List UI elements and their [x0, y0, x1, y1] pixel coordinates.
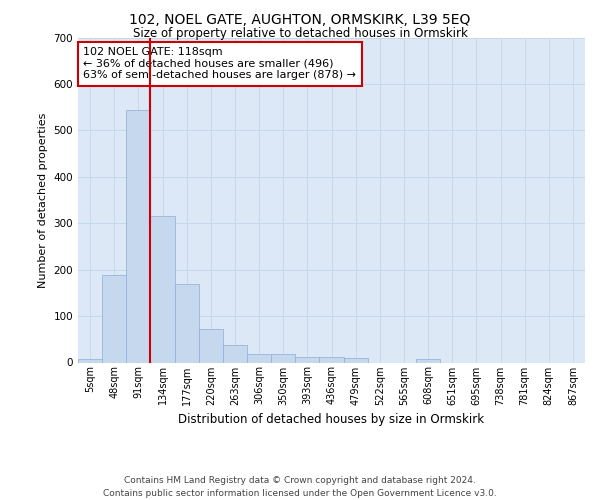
Bar — [344, 358, 368, 362]
Text: 102, NOEL GATE, AUGHTON, ORMSKIRK, L39 5EQ: 102, NOEL GATE, AUGHTON, ORMSKIRK, L39 5… — [130, 12, 470, 26]
Bar — [175, 284, 199, 362]
Bar — [416, 359, 440, 362]
Y-axis label: Number of detached properties: Number of detached properties — [38, 112, 48, 288]
Bar — [295, 357, 319, 362]
Bar — [126, 110, 151, 362]
Bar — [247, 354, 271, 362]
Bar — [199, 329, 223, 362]
Bar — [319, 357, 344, 362]
Text: Contains HM Land Registry data © Crown copyright and database right 2024.
Contai: Contains HM Land Registry data © Crown c… — [103, 476, 497, 498]
Bar — [102, 275, 126, 362]
X-axis label: Distribution of detached houses by size in Ormskirk: Distribution of detached houses by size … — [178, 413, 485, 426]
Bar — [223, 345, 247, 362]
Text: Size of property relative to detached houses in Ormskirk: Size of property relative to detached ho… — [133, 28, 467, 40]
Bar — [271, 354, 295, 362]
Bar — [78, 359, 102, 362]
Text: 102 NOEL GATE: 118sqm
← 36% of detached houses are smaller (496)
63% of semi-det: 102 NOEL GATE: 118sqm ← 36% of detached … — [83, 48, 356, 80]
Bar — [151, 216, 175, 362]
